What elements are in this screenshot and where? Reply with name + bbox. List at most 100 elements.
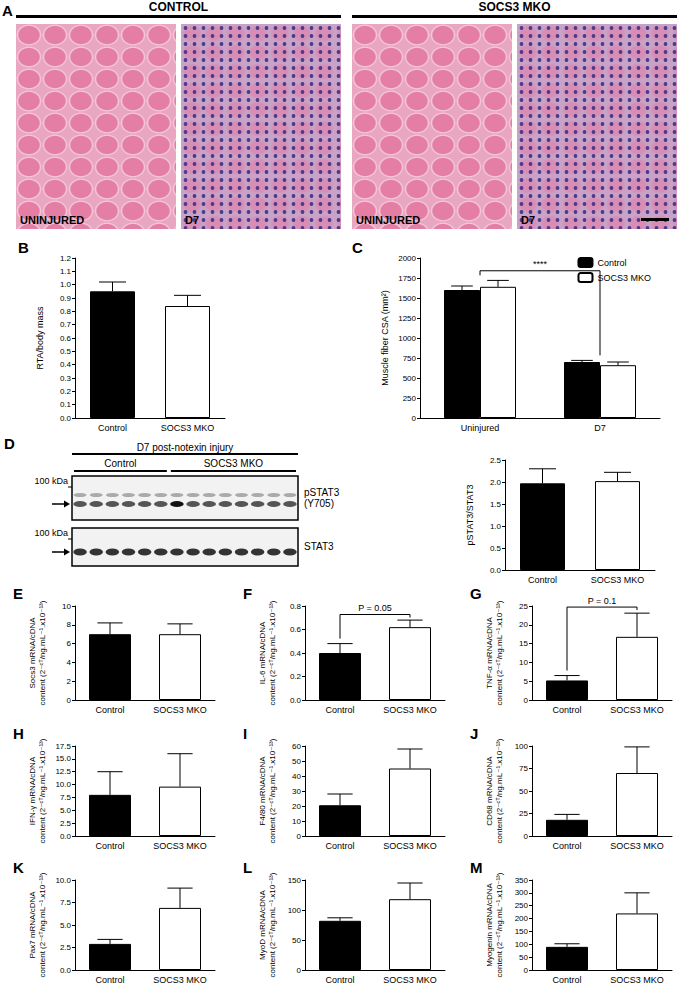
svg-text:SOCS3 MKO: SOCS3 MKO (610, 705, 664, 715)
svg-text:Control: Control (597, 258, 626, 268)
svg-text:10: 10 (62, 602, 71, 611)
svg-text:D7: D7 (594, 423, 606, 433)
svg-text:15: 15 (519, 639, 528, 648)
svg-text:L: L (243, 859, 252, 876)
svg-text:25: 25 (519, 602, 528, 611)
svg-text:0: 0 (412, 414, 417, 423)
svg-text:SOCS3 MKO: SOCS3 MKO (591, 575, 645, 585)
svg-text:100: 100 (515, 742, 529, 751)
svg-text:I: I (243, 725, 247, 742)
svg-text:1.0: 1.0 (60, 280, 72, 289)
svg-text:Pax7 mRNA/cDNA: Pax7 mRNA/cDNA (28, 891, 37, 959)
svg-text:Myogenin mRNA/cDNA: Myogenin mRNA/cDNA (485, 883, 494, 967)
svg-text:SOCS3 MKO: SOCS3 MKO (161, 423, 215, 433)
svg-text:0.2: 0.2 (60, 387, 72, 396)
svg-text:100 kDa: 100 kDa (34, 528, 68, 538)
svg-text:content (2⁻ᶜᵀ/ng.mL⁻¹.x10⁻¹³): content (2⁻ᶜᵀ/ng.mL⁻¹.x10⁻¹³) (495, 872, 504, 977)
svg-text:SOCS3 MKO: SOCS3 MKO (383, 975, 437, 985)
svg-text:75: 75 (519, 764, 528, 773)
svg-text:Control: Control (552, 841, 581, 851)
svg-text:0.0: 0.0 (60, 414, 72, 423)
svg-text:Control: Control (528, 575, 557, 585)
svg-text:pSTAT3: pSTAT3 (304, 487, 340, 498)
svg-text:Control: Control (104, 458, 136, 469)
svg-text:IFN-γ mRNA/cDNA: IFN-γ mRNA/cDNA (28, 756, 37, 825)
svg-text:0: 0 (524, 696, 529, 705)
svg-text:300: 300 (515, 888, 529, 897)
svg-text:B: B (18, 239, 29, 256)
svg-text:17.5: 17.5 (55, 742, 71, 751)
svg-text:150: 150 (288, 876, 302, 885)
svg-text:1250: 1250 (398, 314, 416, 323)
svg-text:M: M (470, 859, 483, 876)
svg-text:pSTAT3/STAT3: pSTAT3/STAT3 (465, 485, 475, 546)
svg-text:40: 40 (292, 772, 301, 781)
svg-text:0.7: 0.7 (60, 320, 72, 329)
svg-text:0: 0 (67, 696, 72, 705)
svg-text:0.6: 0.6 (60, 334, 72, 343)
svg-text:50: 50 (519, 953, 528, 962)
svg-text:0: 0 (297, 966, 302, 975)
svg-text:0.5: 0.5 (490, 544, 502, 553)
svg-text:10: 10 (519, 658, 528, 667)
svg-text:F4/80 mRNA/cDNA: F4/80 mRNA/cDNA (258, 756, 267, 826)
svg-text:IL-6 mRNA/cDNA: IL-6 mRNA/cDNA (258, 621, 267, 684)
svg-text:0.5: 0.5 (60, 347, 72, 356)
svg-text:content (2⁻ᶜᵀ/ng.mL⁻¹.x10⁻¹³): content (2⁻ᶜᵀ/ng.mL⁻¹.x10⁻¹³) (268, 738, 277, 843)
svg-text:K: K (13, 859, 24, 876)
svg-text:6: 6 (67, 639, 72, 648)
svg-text:2.0: 2.0 (490, 478, 502, 487)
svg-text:0.4: 0.4 (60, 360, 72, 369)
svg-text:SOCS3 MKO: SOCS3 MKO (153, 705, 207, 715)
svg-text:0: 0 (524, 832, 529, 841)
svg-text:D7 post-notexin injury: D7 post-notexin injury (137, 442, 234, 453)
svg-text:250: 250 (515, 901, 529, 910)
svg-text:RTA/body mass: RTA/body mass (35, 306, 45, 370)
svg-text:SOCS3 MKO: SOCS3 MKO (610, 841, 664, 851)
svg-text:0.2: 0.2 (290, 672, 302, 681)
svg-text:D: D (4, 435, 15, 452)
svg-text:7.5: 7.5 (60, 898, 72, 907)
svg-text:5.0: 5.0 (60, 806, 72, 815)
svg-text:1.1: 1.1 (60, 267, 72, 276)
svg-text:SOCS3 MKO: SOCS3 MKO (153, 841, 207, 851)
svg-text:0.0: 0.0 (290, 696, 302, 705)
svg-text:H: H (13, 725, 24, 742)
svg-text:content (2⁻ᶜᵀ/ng.mL⁻¹.x10⁻¹³): content (2⁻ᶜᵀ/ng.mL⁻¹.x10⁻¹³) (38, 600, 47, 705)
svg-text:Control: Control (325, 841, 354, 851)
svg-text:1750: 1750 (398, 274, 416, 283)
svg-text:100 kDa: 100 kDa (34, 476, 68, 486)
svg-text:5.0: 5.0 (60, 921, 72, 930)
svg-text:****: **** (533, 259, 548, 269)
svg-text:content (2⁻ᶜᵀ/ng.mL⁻¹.x10⁻¹³): content (2⁻ᶜᵀ/ng.mL⁻¹.x10⁻¹³) (495, 738, 504, 843)
svg-text:10: 10 (292, 817, 301, 826)
svg-text:30: 30 (292, 787, 301, 796)
svg-text:Control: Control (325, 705, 354, 715)
svg-text:0.8: 0.8 (290, 602, 302, 611)
svg-text:60: 60 (292, 742, 301, 751)
svg-text:SOCS3 MKO: SOCS3 MKO (597, 273, 651, 283)
svg-text:Control: Control (552, 975, 581, 985)
svg-text:10.0: 10.0 (55, 780, 71, 789)
svg-text:0.0: 0.0 (60, 966, 72, 975)
svg-text:content (2⁻ᶜᵀ/ng.mL⁻¹.x10⁻¹³): content (2⁻ᶜᵀ/ng.mL⁻¹.x10⁻¹³) (495, 600, 504, 705)
svg-text:0.8: 0.8 (60, 307, 72, 316)
svg-text:2.5: 2.5 (60, 943, 72, 952)
svg-text:2.5: 2.5 (60, 819, 72, 828)
svg-text:(Y705): (Y705) (304, 498, 334, 509)
svg-text:0.0: 0.0 (490, 566, 502, 575)
svg-text:Socs3 mRNA/cDNA: Socs3 mRNA/cDNA (28, 617, 37, 689)
svg-text:content (2⁻ᶜᵀ/ng.mL⁻¹.x10⁻¹³): content (2⁻ᶜᵀ/ng.mL⁻¹.x10⁻¹³) (268, 600, 277, 705)
svg-text:content (2⁻ᶜᵀ/ng.mL⁻¹.x10⁻¹³): content (2⁻ᶜᵀ/ng.mL⁻¹.x10⁻¹³) (268, 872, 277, 977)
svg-text:Uninjured: Uninjured (461, 423, 500, 433)
svg-text:100: 100 (288, 906, 302, 915)
svg-text:content (2⁻ᶜᵀ/ng.mL⁻¹.x10⁻¹³): content (2⁻ᶜᵀ/ng.mL⁻¹.x10⁻¹³) (38, 872, 47, 977)
svg-text:SOCS3 MKO: SOCS3 MKO (204, 458, 264, 469)
svg-text:Control: Control (552, 705, 581, 715)
svg-text:CD68 mRNA/cDNA: CD68 mRNA/cDNA (485, 756, 494, 826)
svg-text:1000: 1000 (398, 334, 416, 343)
svg-text:1.0: 1.0 (490, 522, 502, 531)
svg-text:1.5: 1.5 (490, 500, 502, 509)
svg-text:0.9: 0.9 (60, 294, 72, 303)
svg-text:150: 150 (515, 927, 529, 936)
